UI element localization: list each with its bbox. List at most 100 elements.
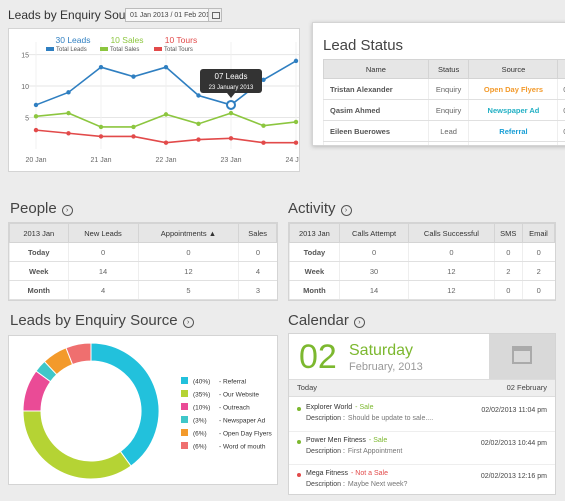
table: 2013 Jan Calls Attempt Calls Successful SMS…	[289, 223, 555, 300]
table-cell: 12	[408, 261, 495, 281]
header-row: 2013 Jan New Leads Appointments ▲ Sales	[9, 223, 277, 243]
section-title: Activity	[288, 200, 336, 217]
table-row: Belinda AlexanderSaleReferral05:4	[323, 141, 565, 145]
line-chart-panel: 5 10 15 20 Jan 21 Jan 22 Jan 23 Jan 24 Jan 30 Le…	[8, 28, 300, 172]
data-point	[293, 58, 299, 64]
table-row: Week 30 12 2 2	[289, 261, 555, 281]
legend-value: 10 Tours	[165, 35, 197, 45]
table-cell: Newspaper Ad	[468, 99, 558, 121]
data-point	[66, 131, 71, 136]
calendar-button[interactable]	[208, 8, 222, 22]
column-header: 2013 Jan	[9, 223, 69, 243]
section-title: Lead Status	[323, 37, 404, 54]
description-label: Description :	[306, 415, 345, 422]
header-row: 2013 Jan Calls Attempt Calls Successful SMS…	[289, 223, 555, 243]
table-cell: 3	[238, 280, 277, 300]
legend-label: Total Sales	[110, 47, 139, 53]
table-cell: Enquiry	[427, 99, 469, 121]
data-point	[196, 121, 201, 127]
column-header: 2013 Jan	[289, 223, 340, 243]
event-name: Mega Fitness	[306, 470, 349, 477]
y-tick-label: 10	[21, 84, 29, 91]
highlight-point	[226, 99, 236, 110]
data-point	[196, 137, 201, 142]
column-header: Status	[427, 59, 470, 79]
table-cell: 14	[338, 280, 409, 300]
legend-label: - Newspaper Ad	[219, 418, 266, 425]
column-header: Sales	[238, 223, 277, 243]
data-point	[98, 134, 104, 139]
legend-label: Total Leads	[56, 47, 87, 53]
description-label: Description :	[306, 481, 345, 488]
section-icon[interactable]: ›	[340, 205, 352, 216]
table-cell: 0	[521, 280, 555, 300]
page-title: Leads by Enquiry Source	[8, 8, 143, 22]
legend-label: Total Tours	[164, 47, 193, 53]
event-title: Explorer World - Sale	[306, 404, 373, 411]
today-label: Today	[297, 383, 318, 392]
table-cell: Lead	[427, 120, 469, 142]
table-cell: 4	[67, 280, 139, 300]
event-title: Power Men Fitness - Sale	[306, 437, 387, 444]
calendar-icon-box	[489, 334, 555, 379]
event: Explorer World - Sale Description : Should …	[289, 404, 555, 434]
date-range-input[interactable]: 01 Jan 2013 / 01 Feb 2013	[125, 8, 221, 22]
x-tick-label: 23 Jan	[220, 157, 241, 164]
people-table: 2013 Jan New Leads Appointments ▲ Sales Toda…	[8, 222, 278, 301]
column-header: Appointments ▲	[137, 223, 240, 243]
data-point	[293, 140, 299, 145]
event: Power Men Fitness - Sale Description : Firs…	[289, 437, 555, 467]
description-text: First Appointment	[347, 448, 403, 455]
donut-chart: (40%) - Referral (35%) - Our Website (10%) - …	[22, 342, 272, 480]
table-cell: 09:0	[557, 99, 565, 121]
section-icon[interactable]: ›	[353, 317, 365, 328]
event-dot	[297, 440, 301, 444]
data-point	[131, 134, 136, 139]
data-point	[131, 124, 136, 130]
data-point	[163, 140, 169, 145]
legend-label: - Outreach	[219, 405, 250, 412]
table-cell: 30	[338, 261, 409, 281]
line-chart: 5 10 15 20 Jan 21 Jan 22 Jan 23 Jan 24 Jan 30 Le…	[21, 35, 299, 164]
event-time: 02/02/2013 10:44 pm	[480, 440, 547, 447]
tooltip-subtitle: 23 January 2013	[209, 85, 254, 91]
table-row: Eileen BuerowesLeadReferral05:4	[323, 120, 565, 142]
legend-value: (6%)	[193, 431, 207, 438]
data-point	[196, 93, 201, 98]
legend-value: 10 Sales	[110, 35, 143, 45]
divider	[289, 431, 555, 432]
section-icon[interactable]: ›	[61, 205, 73, 216]
table-cell: 05:4	[557, 120, 565, 142]
data-point	[33, 127, 39, 133]
event: Mega Fitness - Not a Sale Description : May…	[289, 470, 555, 494]
column-header: Name	[323, 59, 429, 79]
column-header: New Leads	[67, 223, 139, 243]
table-row: Week 14 12 4	[9, 261, 277, 281]
section-header: Leads by Enquiry Source ›	[10, 312, 194, 329]
event-description: Description : Maybe Next week?	[306, 481, 407, 488]
table-cell: Tristan Alexander	[323, 78, 429, 100]
legend-label: - Our Website	[219, 392, 259, 399]
x-tick-label: 21 Jan	[90, 157, 111, 164]
event-status: - Not a Sale	[351, 470, 388, 477]
column-header: T	[557, 59, 565, 79]
calendar-panel: 02 Saturday February, 2013 Today 02 Febr…	[288, 333, 556, 495]
y-tick-label: 5	[25, 116, 29, 123]
legend-swatch	[181, 403, 188, 410]
table-cell: Belinda Alexander	[323, 141, 429, 145]
tooltip-pointer	[227, 92, 235, 98]
event-status: - Sale	[355, 404, 374, 411]
legend-swatch	[100, 47, 108, 51]
event-title: Mega Fitness - Not a Sale	[306, 470, 388, 477]
data-point	[33, 114, 39, 119]
section-icon[interactable]: ›	[182, 317, 194, 328]
legend-swatch	[46, 47, 54, 51]
data-point	[163, 112, 169, 117]
tooltip-title: 07 Leads	[215, 72, 248, 81]
legend-label: - Referral	[219, 379, 247, 386]
data-point	[228, 136, 234, 141]
donut-slice	[90, 342, 160, 467]
table-row: Month 14 12 0 0	[289, 280, 555, 300]
